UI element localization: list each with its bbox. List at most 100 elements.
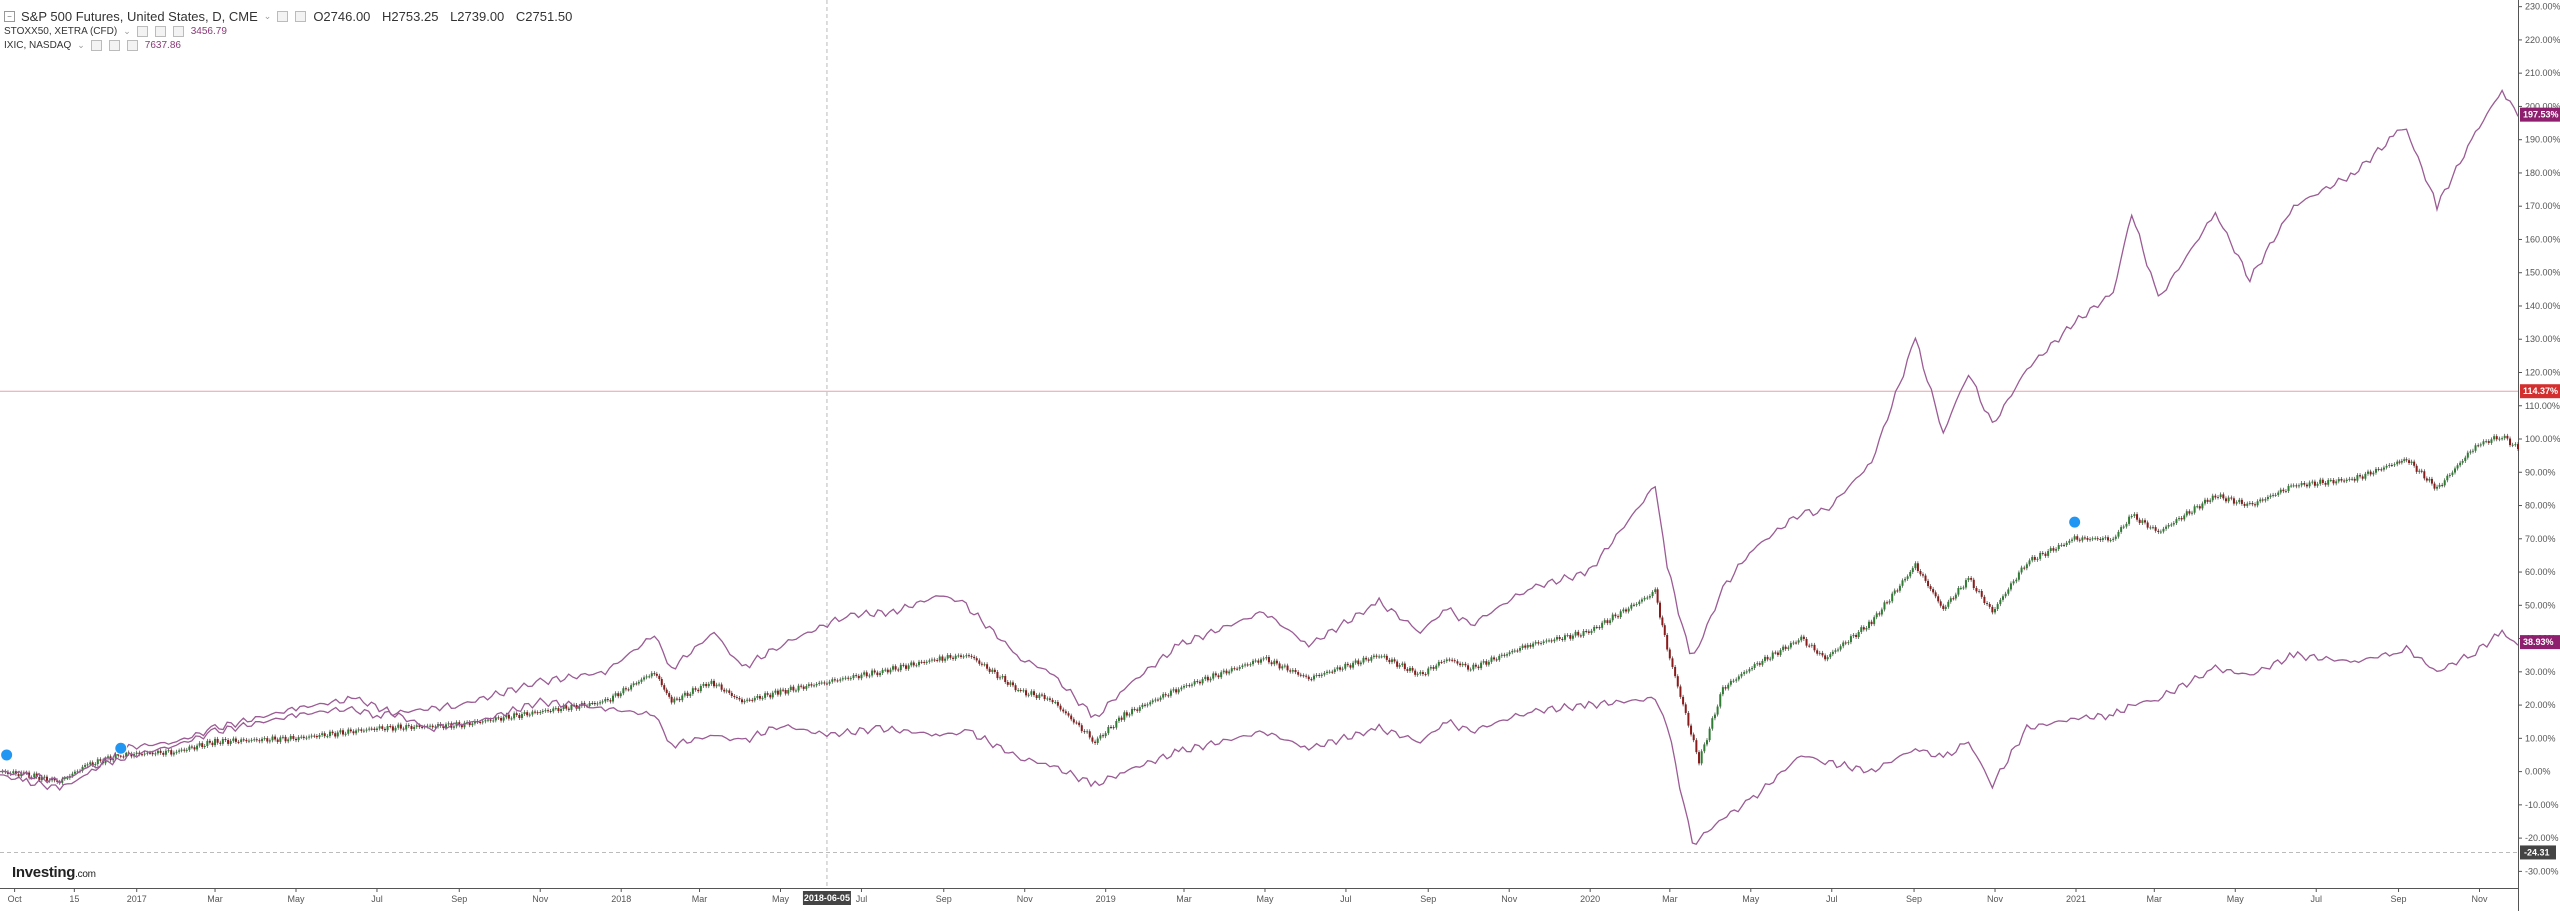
- visibility-toggle-button[interactable]: [90, 39, 102, 51]
- candle: [1416, 671, 1419, 677]
- legend-compare-row[interactable]: STOXX50, XETRA (CFD) ⌄ 3456.79: [4, 24, 580, 38]
- candle: [2487, 439, 2490, 445]
- candle: [94, 762, 97, 768]
- compare-symbol-title[interactable]: STOXX50, XETRA (CFD): [4, 25, 118, 37]
- legend-compare-row[interactable]: IXIC, NASDAQ ⌄ 7637.86: [4, 38, 580, 52]
- candle: [2493, 434, 2496, 442]
- event-flag-icon[interactable]: [114, 741, 128, 755]
- candle: [203, 743, 206, 749]
- y-tick-label: 90.00%: [2525, 467, 2556, 477]
- candle: [1307, 674, 1310, 682]
- candle: [1771, 650, 1774, 661]
- remove-button[interactable]: [172, 25, 184, 37]
- candle: [447, 721, 450, 727]
- candle: [1506, 652, 1509, 658]
- event-flag-icon[interactable]: [0, 748, 14, 762]
- candle: [1094, 739, 1097, 745]
- candle: [2238, 497, 2241, 505]
- candle: [740, 697, 743, 705]
- candle: [1220, 670, 1223, 680]
- candle: [2149, 525, 2152, 530]
- candle: [2144, 518, 2147, 525]
- last-value-label-0: 114.37%: [2523, 386, 2558, 396]
- candle: [431, 723, 434, 730]
- candle: [1238, 665, 1241, 671]
- candle: [1800, 634, 1803, 643]
- candle: [452, 724, 455, 730]
- candle: [1774, 650, 1777, 655]
- candle: [944, 656, 947, 663]
- y-tick-label: 140.00%: [2525, 301, 2560, 311]
- candle: [810, 682, 813, 688]
- y-tick-label: 50.00%: [2525, 600, 2556, 610]
- candle: [1550, 638, 1553, 644]
- candle: [723, 687, 726, 694]
- settings-button[interactable]: [108, 39, 120, 51]
- crosshair-date-badge: [802, 891, 851, 905]
- candle: [2009, 581, 2012, 592]
- candle: [1038, 692, 1041, 701]
- chevron-down-icon[interactable]: ⌄: [263, 10, 272, 21]
- candle: [802, 684, 805, 691]
- candle: [1831, 649, 1834, 657]
- candle: [2266, 494, 2269, 502]
- candle: [232, 736, 235, 743]
- candle: [2172, 521, 2175, 527]
- candle: [81, 764, 84, 773]
- candle: [1614, 612, 1617, 619]
- candle: [686, 690, 689, 698]
- candle: [1839, 644, 1842, 652]
- minus-square-icon[interactable]: −: [4, 10, 15, 22]
- candle: [2290, 483, 2293, 488]
- candle: [51, 776, 54, 783]
- candle: [782, 687, 785, 693]
- candle: [601, 699, 604, 705]
- series-line-2[interactable]: [0, 629, 2519, 845]
- candle: [1432, 664, 1435, 671]
- candle: [96, 757, 99, 767]
- candle: [1254, 658, 1257, 663]
- candle: [2428, 476, 2431, 483]
- event-flag-icon[interactable]: [2068, 515, 2082, 529]
- candle: [635, 681, 638, 686]
- candle: [2101, 536, 2104, 542]
- remove-button[interactable]: [126, 39, 138, 51]
- candle: [1654, 587, 1657, 595]
- candle: [253, 737, 256, 742]
- y-tick-label: -30.00%: [2525, 866, 2559, 876]
- candle: [1914, 561, 1917, 571]
- candle: [1414, 668, 1417, 677]
- x-tick-label: Jul: [1826, 894, 1838, 904]
- candle: [710, 678, 713, 686]
- candle: [557, 706, 560, 714]
- legend-main-row[interactable]: − S&P 500 Futures, United States, D, CME…: [4, 8, 580, 24]
- chevron-down-icon[interactable]: ⌄: [77, 39, 85, 50]
- candle: [1259, 657, 1262, 665]
- candle: [1341, 666, 1344, 672]
- candle: [920, 659, 923, 664]
- candle: [1206, 674, 1209, 683]
- visibility-toggle-button[interactable]: [136, 25, 148, 37]
- series-line-1[interactable]: [0, 88, 2519, 785]
- candle: [1617, 614, 1620, 620]
- visibility-toggle-button[interactable]: [277, 10, 289, 22]
- candle: [255, 737, 258, 743]
- settings-button[interactable]: [154, 25, 166, 37]
- candle: [1949, 596, 1952, 604]
- main-symbol-title[interactable]: S&P 500 Futures, United States, D, CME: [21, 8, 258, 24]
- candle: [1619, 609, 1622, 620]
- candle: [1022, 688, 1025, 693]
- compare-symbol-title[interactable]: IXIC, NASDAQ: [4, 39, 72, 51]
- candle: [1873, 615, 1876, 627]
- candle: [1996, 602, 1999, 611]
- candle: [1611, 612, 1614, 623]
- candle: [389, 724, 392, 729]
- settings-button[interactable]: [295, 10, 307, 22]
- candle: [315, 734, 318, 740]
- candle: [1440, 659, 1443, 664]
- x-tick-label: Nov: [1017, 894, 1034, 904]
- y-tick-label: 190.00%: [2525, 135, 2560, 145]
- chevron-down-icon[interactable]: ⌄: [123, 25, 131, 36]
